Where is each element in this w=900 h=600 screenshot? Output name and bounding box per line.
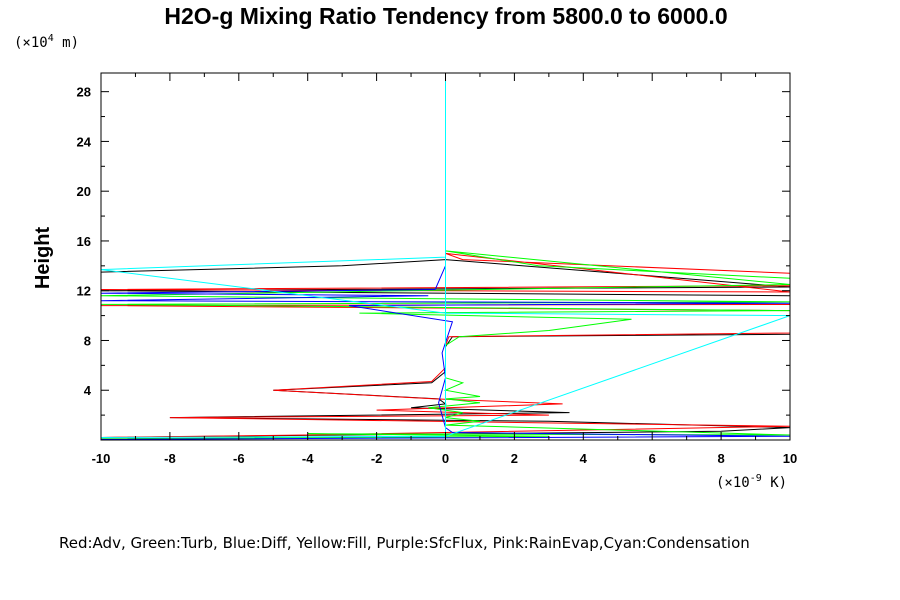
x-tick-label-5: 0 — [442, 451, 449, 466]
y-tick-label-3: 16 — [77, 234, 91, 249]
y-axis-unit-suffix: m) — [54, 35, 79, 51]
y-tick-label-5: 24 — [77, 134, 92, 149]
x-tick-label-3: -4 — [302, 451, 314, 466]
x-tick-label-9: 8 — [717, 451, 724, 466]
y-tick-label-1: 8 — [84, 333, 91, 348]
y-axis-unit: (×104 m) — [14, 33, 79, 51]
x-tick-label-0: -10 — [92, 451, 111, 466]
x-axis-unit: (×10-9 K) — [716, 473, 787, 491]
x-tick-label-1: -8 — [164, 451, 176, 466]
x-tick-label-6: 2 — [511, 451, 518, 466]
x-tick-label-7: 4 — [580, 451, 588, 466]
x-axis-unit-prefix: (×10 — [716, 475, 750, 491]
x-axis-unit-suffix: K) — [762, 475, 787, 491]
x-axis-unit-exponent: -9 — [750, 473, 762, 484]
series-layer — [101, 73, 790, 440]
y-axis-unit-exponent: 4 — [48, 33, 54, 44]
chart-title: H2O-g Mixing Ratio Tendency from 5800.0 … — [164, 3, 727, 29]
y-axis-unit-prefix: (×10 — [14, 35, 48, 51]
series-line-3 — [101, 247, 790, 440]
x-tick-label-8: 6 — [649, 451, 656, 466]
x-tick-label-2: -6 — [233, 451, 245, 466]
legend-text: Red:Adv, Green:Turb, Blue:Diff, Yellow:F… — [59, 534, 750, 552]
y-tick-label-6: 28 — [77, 85, 91, 100]
y-tick-label-4: 20 — [77, 184, 91, 199]
x-tick-label-4: -2 — [371, 451, 383, 466]
y-axis-label: Height — [32, 227, 54, 290]
y-tick-label-2: 12 — [77, 284, 91, 299]
series-line-4 — [101, 73, 790, 440]
y-tick-label-0: 4 — [84, 383, 92, 398]
x-tick-label-10: 10 — [783, 451, 797, 466]
